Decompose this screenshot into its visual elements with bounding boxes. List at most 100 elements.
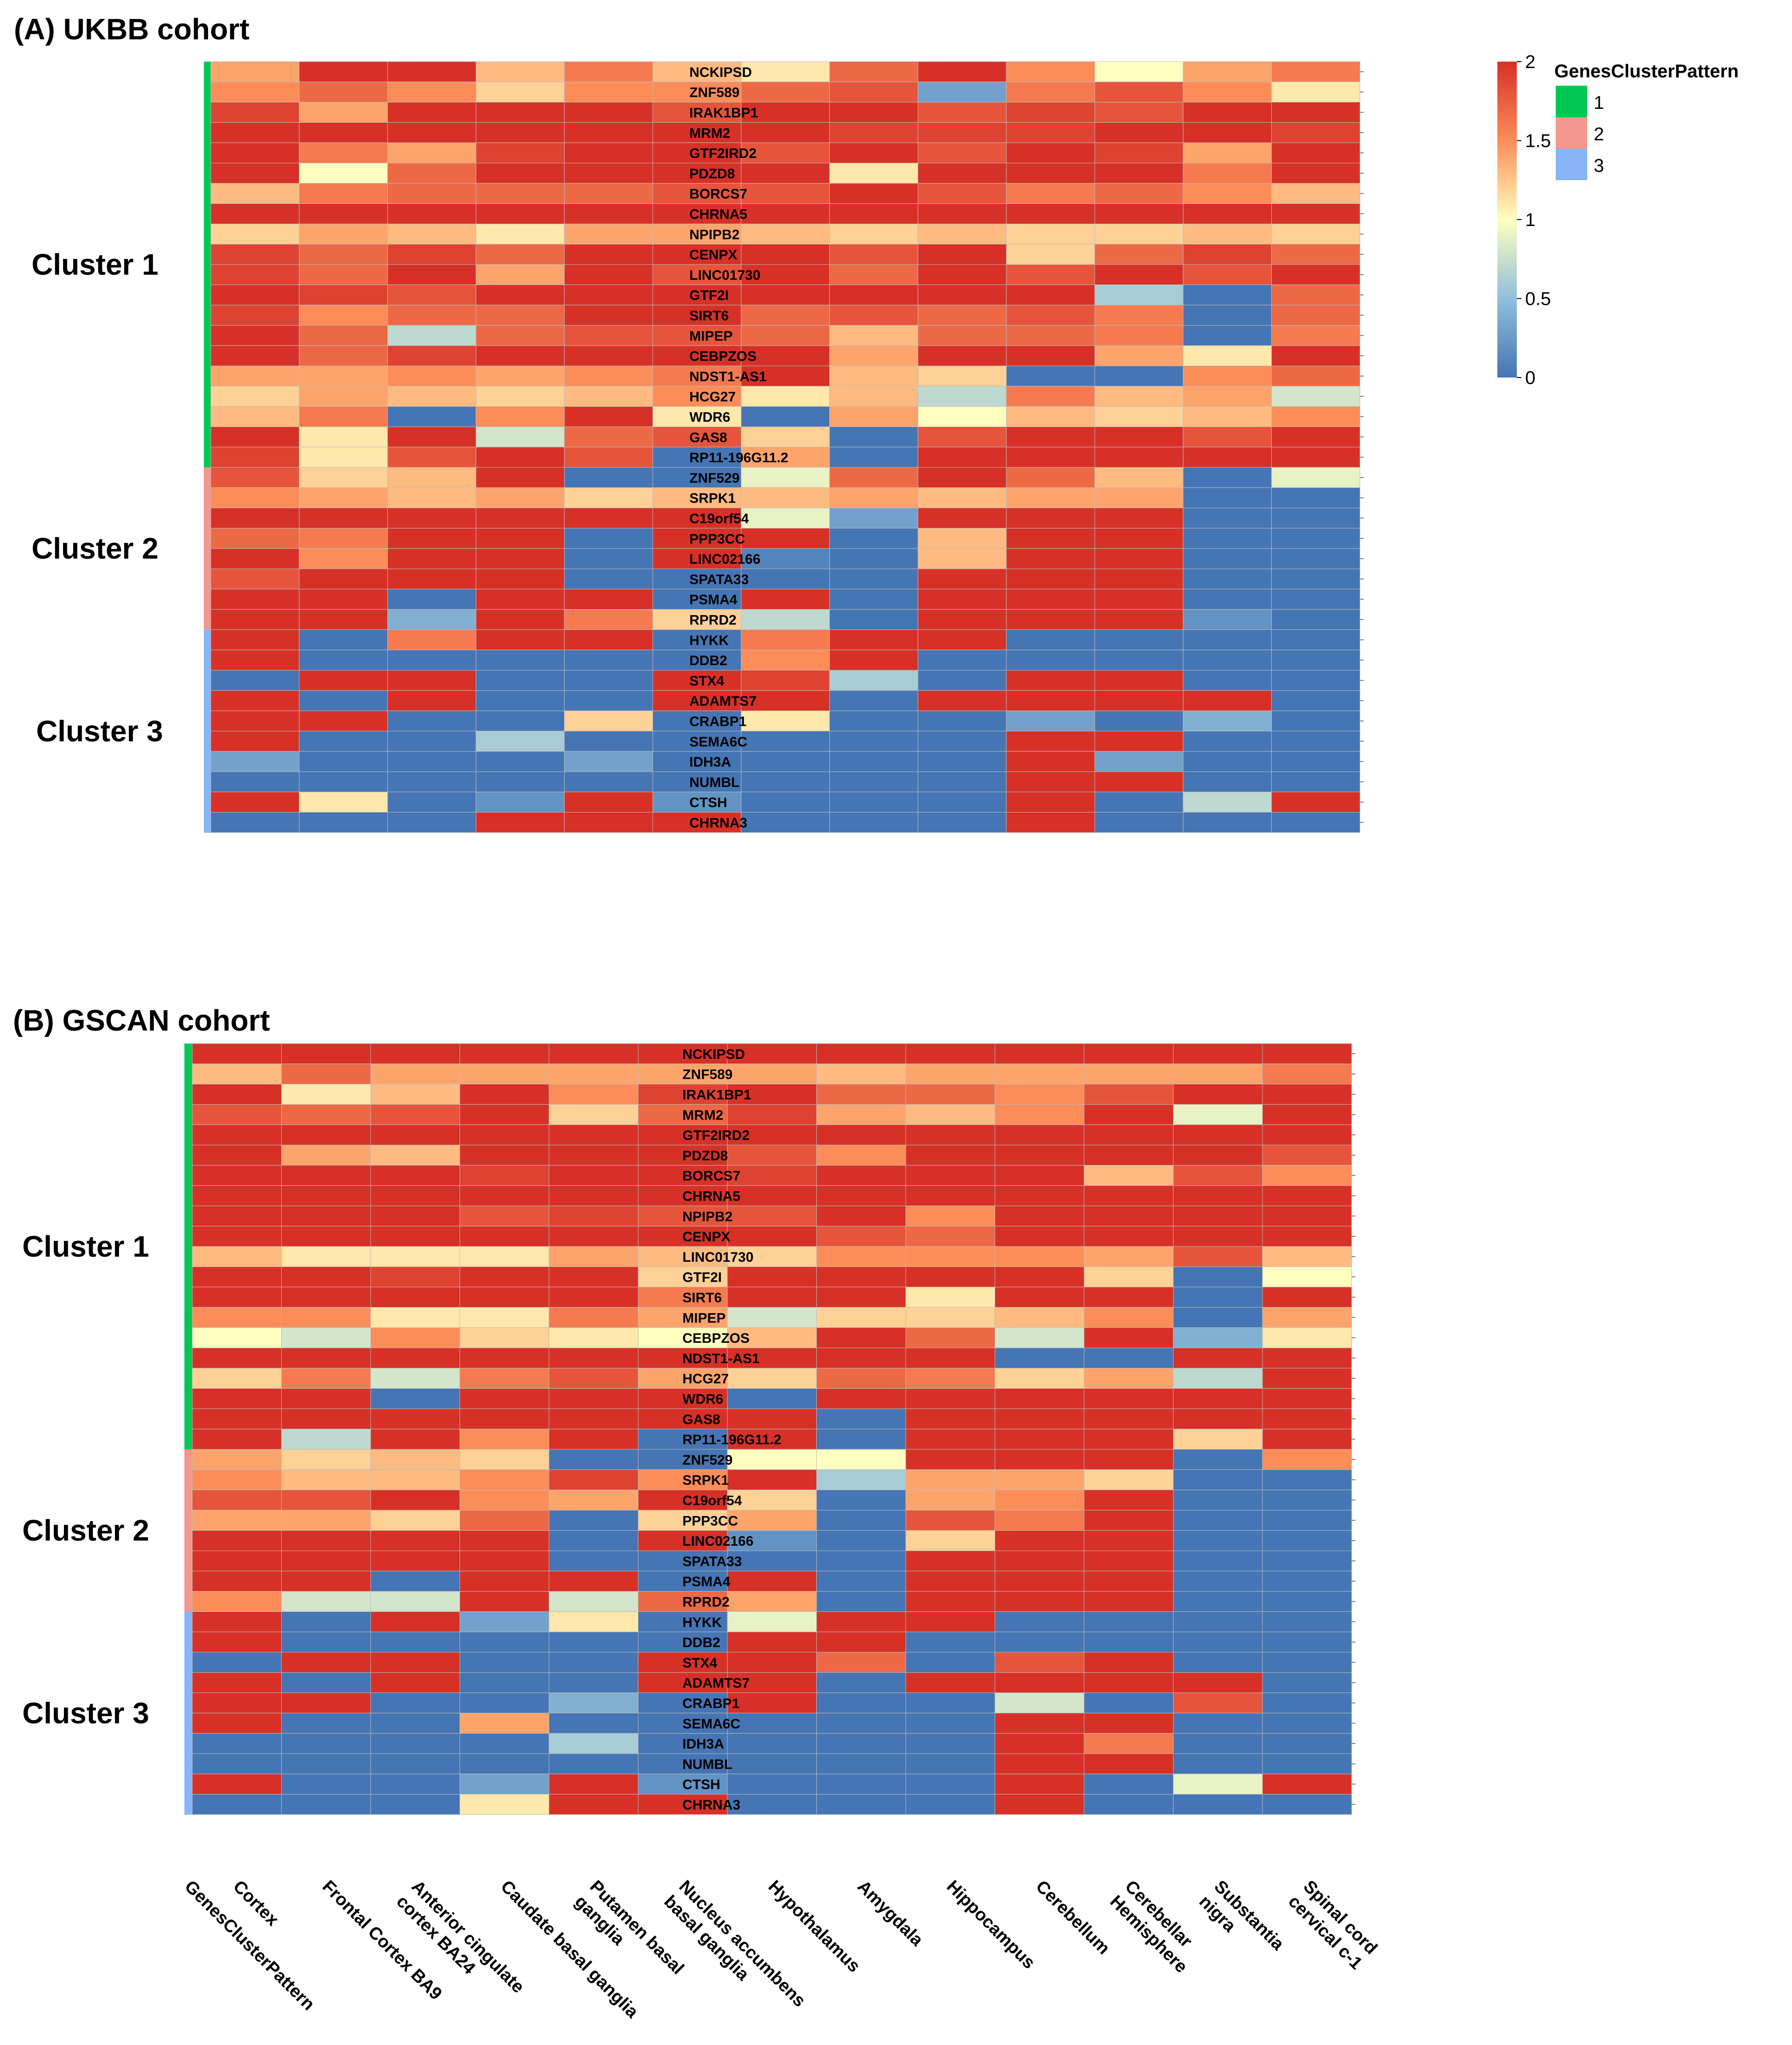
heatmap-cell [475,345,565,366]
heatmap-cell [192,1205,282,1227]
heatmap-cell [1262,1185,1352,1206]
heatmap-cell [1084,1712,1174,1734]
heatmap-cell [564,223,653,245]
heatmap-cell [192,1388,282,1409]
heatmap-cell [299,771,388,793]
heatmap-cell [917,508,1007,529]
heatmap-cell [1094,183,1184,204]
heatmap-cell [210,163,300,184]
heatmap-cell [638,1794,728,1815]
heatmap-cell [1006,730,1095,752]
heatmap-cell [1094,467,1184,488]
heatmap-cell [387,142,476,164]
heatmap-cell [192,1307,282,1328]
heatmap-cell [370,1205,460,1227]
gene-label: LINC02166 [689,552,760,567]
annotation-cell [184,1611,192,1632]
heatmap-cell [917,609,1007,630]
heatmap-cell [917,467,1007,488]
heatmap-cell [905,1145,995,1166]
annotation-cell [204,244,211,265]
gene-label: LINC02166 [682,1534,753,1549]
heatmap-cell [1183,82,1272,103]
heatmap-cell [564,751,653,772]
heatmap-cell [370,1449,460,1470]
heatmap-cell [917,325,1007,346]
heatmap-cell [1173,1510,1263,1531]
heatmap-cell [1006,447,1095,468]
heatmap-cell [1262,1104,1352,1125]
heatmap-cell [281,1124,371,1145]
heatmap-cell [387,284,476,306]
heatmap-cell [829,792,918,813]
heatmap-cell [1183,163,1272,184]
heatmap-cell [741,568,830,590]
gene-label: IDH3A [682,1737,724,1752]
heatmap-cell [549,1591,638,1612]
heatmap-cell [387,670,476,691]
heatmap-cell [299,548,388,569]
heatmap-cell [1084,1469,1174,1491]
heatmap-cell [460,1327,549,1348]
heatmap-cell [192,1246,282,1267]
heatmap-cell [727,1124,817,1145]
heatmap-cell [816,1591,906,1612]
heatmap-cell [564,203,653,224]
heatmap-cell [1084,1693,1174,1713]
colorbar-tick-label: 0.5 [1525,289,1551,309]
heatmap-cell [995,1063,1085,1085]
heatmap-cell [549,1287,638,1308]
gene-label: LINC01730 [682,1250,753,1265]
column-label: Cerebellum [1032,1877,1113,1958]
heatmap-cell [917,365,1007,387]
heatmap-cell [387,203,476,224]
heatmap-cell [1173,1408,1263,1429]
heatmap-cell [387,812,476,833]
heatmap-cell [1084,1327,1174,1348]
heatmap-cell [210,264,300,285]
heatmap-cell [299,487,388,509]
heatmap-cell [281,1449,371,1470]
heatmap-cell [829,244,918,265]
legend-title: GenesClusterPattern [1554,61,1739,82]
heatmap-cell [638,1145,728,1166]
heatmap-cell [917,730,1007,752]
heatmap-cell [370,1307,460,1328]
heatmap-cell [299,609,388,630]
heatmap-cell [387,711,476,731]
heatmap-cell [281,1327,371,1348]
heatmap-cell [192,1104,282,1125]
heatmap-cell [1084,1631,1174,1653]
heatmap-cell [460,1753,549,1774]
heatmap-cell [905,1246,995,1267]
heatmap-cell [995,1672,1085,1693]
heatmap-cell [460,1530,549,1551]
heatmap-cell [460,1631,549,1653]
heatmap-cell [829,163,918,184]
heatmap-cell [652,812,742,833]
heatmap-cell [1006,163,1095,184]
heatmap-cell [1271,82,1360,103]
heatmap-cell [816,1774,906,1795]
heatmap-cell [210,812,300,833]
heatmap-cell [210,406,300,427]
heatmap-cell [387,305,476,326]
annotation-cell [184,1368,192,1389]
heatmap-cell [1084,1652,1174,1673]
heatmap-cell [460,1733,549,1754]
heatmap-cell [1262,1490,1352,1510]
heatmap-cell [995,1591,1085,1612]
gene-label: DDB2 [689,653,727,668]
heatmap-cell [299,203,388,224]
heatmap-cell [370,1347,460,1369]
heatmap-cell [370,1084,460,1105]
heatmap-cell [1094,223,1184,245]
heatmap-cell [1094,264,1184,285]
heatmap-cell [727,1733,817,1754]
heatmap-cell [549,1043,638,1064]
heatmap-cell [1173,1794,1263,1815]
annotation-cell [204,751,211,772]
heatmap-cell [905,1530,995,1551]
annotation-cell [204,690,211,711]
heatmap-cell [638,1449,728,1470]
